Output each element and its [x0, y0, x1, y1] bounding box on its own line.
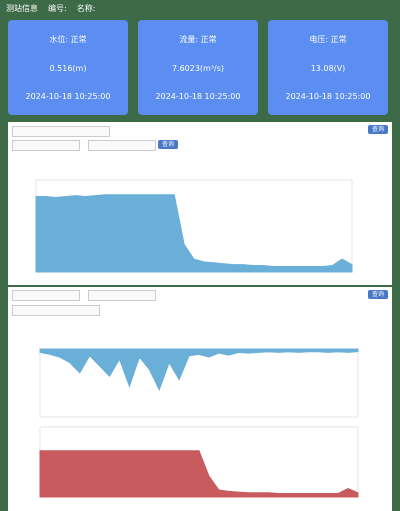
title: 测站信息: [6, 4, 38, 13]
panel: 查询: [8, 287, 392, 511]
card-time: 2024-10-18 10:25:00: [155, 92, 241, 101]
code-label: 编号:: [48, 4, 67, 13]
area: [35, 194, 353, 273]
input[interactable]: [12, 140, 80, 151]
query-button[interactable]: 查询: [367, 290, 388, 299]
input[interactable]: [12, 290, 80, 301]
status-card: 流量: 正常 7.6023(m³/s) 2024-10-18 10:25:00: [138, 20, 258, 115]
status-card: 水位: 正常 0.516(m) 2024-10-18 10:25:00: [8, 20, 128, 115]
status-card: 电压: 正常 13.08(V) 2024-10-18 10:25:00: [268, 20, 388, 115]
area: [39, 348, 359, 392]
card-value: 0.516(m): [49, 64, 87, 73]
card-title: 流量: 正常: [179, 35, 217, 44]
card-time: 2024-10-18 10:25:00: [25, 92, 111, 101]
card-value: 13.08(V): [310, 64, 346, 73]
card-title: 电压: 正常: [309, 35, 347, 44]
chart: [39, 348, 359, 498]
select[interactable]: [12, 305, 100, 316]
panel: 查询 查询: [8, 122, 392, 285]
query-button[interactable]: 查询: [158, 140, 179, 149]
input[interactable]: [88, 140, 156, 151]
query-button[interactable]: 查询: [367, 125, 388, 134]
area: [39, 450, 359, 498]
select[interactable]: [12, 126, 110, 137]
card-value: 7.6023(m³/s): [171, 64, 225, 73]
name-label: 名称:: [76, 4, 96, 13]
card-title: 水位: 正常: [49, 35, 87, 44]
header: 测站信息 编号: 名称:: [6, 3, 105, 14]
chart: [35, 179, 353, 273]
card-time: 2024-10-18 10:25:00: [285, 92, 371, 101]
input[interactable]: [88, 290, 156, 301]
